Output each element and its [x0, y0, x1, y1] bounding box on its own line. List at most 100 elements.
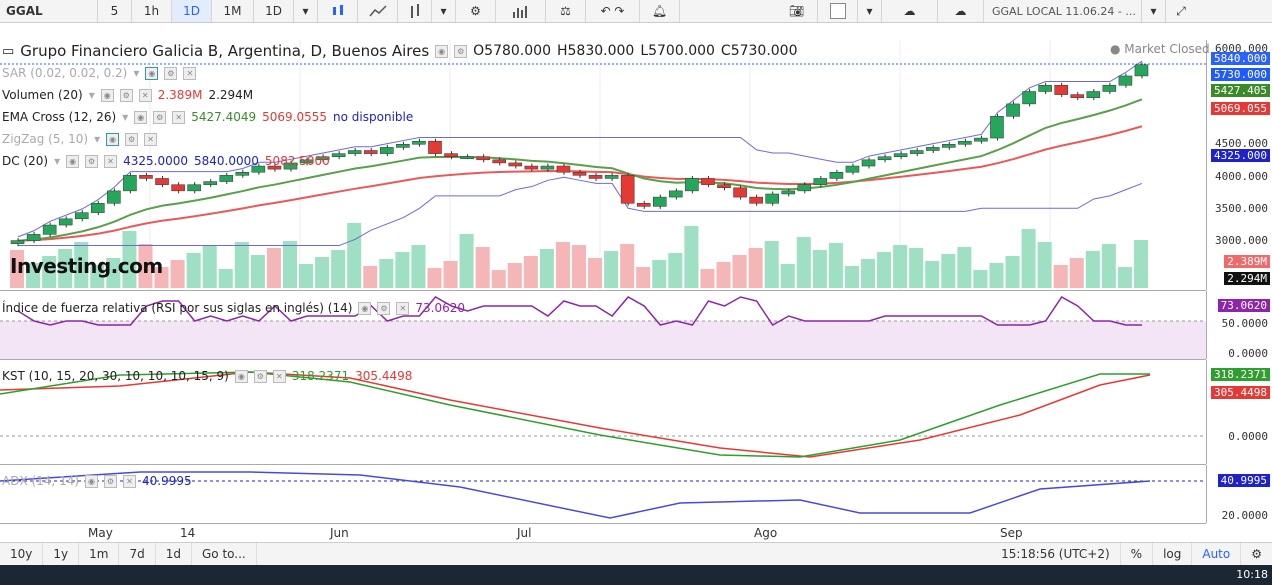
compare-icon[interactable]: ⚖: [546, 0, 586, 22]
close-icon[interactable]: ✕: [123, 474, 137, 488]
alert-icon[interactable]: 🔔︎: [640, 0, 680, 22]
rsi-pane[interactable]: [0, 291, 1206, 360]
percent-toggle[interactable]: %: [1121, 543, 1154, 565]
close-icon[interactable]: ✕: [396, 301, 410, 315]
legend-sar[interactable]: SAR (0.02, 0.02, 0.2) ▾ ◉ ⚙ ✕: [2, 66, 197, 80]
kst-signal-tag: 305.4498: [1211, 386, 1270, 399]
cloud-save-icon[interactable]: ☁: [938, 0, 984, 22]
color-square-icon[interactable]: [818, 0, 858, 22]
close-icon[interactable]: ✕: [104, 154, 118, 168]
volume-bar: [1101, 244, 1116, 288]
price-axis[interactable]: 6000.000 5840.000 5730.000 5427.405 5069…: [1206, 40, 1272, 290]
candle: [909, 150, 924, 154]
volume-bar: [250, 255, 265, 288]
interval-1d[interactable]: 1D: [172, 0, 212, 22]
chevron-down-icon[interactable]: ▾: [432, 0, 456, 22]
eye-icon[interactable]: ◉: [358, 301, 372, 315]
range-1y[interactable]: 1y: [43, 543, 80, 565]
auto-toggle[interactable]: Auto: [1192, 543, 1242, 565]
candle: [460, 156, 474, 159]
cloud-load-icon[interactable]: ☁: [882, 0, 938, 22]
legend-volume[interactable]: Volumen (20) ▾ ◉ ⚙ ✕ 2.389M 2.294M: [2, 88, 254, 102]
chevron-down-icon[interactable]: ▾: [858, 0, 882, 22]
volume-bar: [427, 268, 442, 288]
gear-icon[interactable]: ⚙: [456, 0, 496, 22]
eye-icon[interactable]: ◉: [134, 110, 148, 124]
volume-bar: [299, 264, 314, 288]
volume-bar: [58, 249, 73, 288]
legend-zigzag[interactable]: ZigZag (5, 10) ▾ ◉ ⚙ ✕: [2, 132, 158, 146]
interval-dropdown[interactable]: 1D: [254, 0, 294, 22]
ema-slow-tag: 5069.055: [1211, 102, 1270, 115]
rsi-axis[interactable]: 73.0620 50.0000 0.0000: [1206, 291, 1272, 360]
candle: [958, 140, 972, 145]
settings-icon[interactable]: ⚙: [253, 369, 267, 383]
indicators-icon[interactable]: [496, 0, 546, 22]
close-icon[interactable]: ✕: [183, 66, 197, 80]
symbol-field[interactable]: GGAL: [0, 0, 98, 22]
eye-icon[interactable]: ◉: [435, 44, 449, 58]
volume-bar: [26, 263, 41, 288]
clock-readout: 15:18:56 (UTC+2): [991, 543, 1121, 565]
camera-icon[interactable]: 📷︎: [776, 0, 818, 22]
close-icon[interactable]: ✕: [138, 88, 152, 102]
settings-icon[interactable]: ⚙: [85, 154, 99, 168]
instrument-select[interactable]: GGAL LOCAL 11.06.24 - ...: [984, 0, 1142, 22]
eye-icon[interactable]: ◉: [100, 88, 114, 102]
dc-upper-line: [17, 60, 1143, 238]
os-taskbar: 10:18: [0, 565, 1272, 585]
eye-icon[interactable]: ◉: [106, 132, 120, 146]
price-pane[interactable]: [0, 40, 1206, 291]
close-icon[interactable]: ✕: [172, 110, 186, 124]
adx-axis[interactable]: 40.9995 20.0000: [1206, 465, 1272, 523]
chevron-down-icon[interactable]: ▾: [1142, 0, 1166, 22]
candle: [299, 159, 314, 164]
chevron-down-icon[interactable]: ▾: [294, 0, 318, 22]
candle: [1070, 94, 1085, 98]
close-icon[interactable]: ✕: [144, 132, 158, 146]
interval-1h[interactable]: 1h: [132, 0, 172, 22]
fullscreen-icon[interactable]: ⤢: [1176, 3, 1186, 18]
candle: [685, 178, 699, 192]
adx-pane[interactable]: [0, 465, 1206, 524]
gear-icon[interactable]: ⚙: [1251, 547, 1262, 561]
legend-ema[interactable]: EMA Cross (12, 26) ▾ ◉ ⚙ ✕ 5427.4049 5069.0555…: [2, 110, 414, 124]
settings-icon[interactable]: ⚙: [153, 110, 167, 124]
legend-kst[interactable]: KST (10, 15, 20, 30, 10, 10, 10, 15, 9) ◉…: [2, 369, 412, 383]
candle: [765, 193, 779, 204]
kst-axis[interactable]: 318.2371 305.4498 0.0000: [1206, 360, 1272, 464]
eye-icon[interactable]: ◉: [66, 154, 80, 168]
settings-icon[interactable]: ⚙: [164, 66, 178, 80]
goto-button[interactable]: Go to...: [192, 543, 257, 565]
interval-1m[interactable]: 1M: [212, 0, 254, 22]
close-icon[interactable]: ✕: [272, 369, 286, 383]
settings-icon[interactable]: ⚙: [104, 474, 118, 488]
kst-pane[interactable]: [0, 360, 1206, 465]
volume-bar: [973, 270, 988, 288]
interval-5[interactable]: 5: [98, 0, 132, 22]
settings-icon[interactable]: ⚙: [377, 301, 391, 315]
legend-dc[interactable]: DC (20) ▾ ◉ ⚙ ✕ 4325.0000 5840.0000 5082.5000: [2, 154, 330, 168]
range-7d[interactable]: 7d: [119, 543, 156, 565]
eye-icon[interactable]: ◉: [234, 369, 248, 383]
log-toggle[interactable]: log: [1153, 543, 1193, 565]
eye-icon[interactable]: ◉: [145, 66, 159, 80]
line-chart-icon[interactable]: [358, 0, 398, 22]
eye-icon[interactable]: ◉: [85, 474, 99, 488]
range-1m[interactable]: 1m: [79, 543, 120, 565]
collapse-icon[interactable]: ▭: [2, 43, 15, 59]
settings-icon[interactable]: ⚙: [119, 88, 133, 102]
legend-rsi[interactable]: Índice de fuerza relativa (RSI por sus s…: [2, 301, 465, 315]
candle: [380, 147, 394, 154]
settings-icon[interactable]: ⚙: [125, 132, 139, 146]
volume-bar: [941, 254, 956, 288]
settings-icon[interactable]: ⚙: [454, 44, 468, 58]
adx-label: ADX (14, 14): [2, 474, 80, 488]
range-10y[interactable]: 10y: [0, 543, 44, 565]
volume-bar: [282, 241, 298, 288]
candles-icon[interactable]: [318, 0, 358, 22]
undo-redo-icon[interactable]: ↶ ↷: [586, 0, 640, 22]
bars-icon[interactable]: [398, 0, 432, 22]
legend-adx[interactable]: ADX (14, 14) ◉ ⚙ ✕ 40.9995: [2, 474, 192, 488]
range-1d[interactable]: 1d: [156, 543, 192, 565]
